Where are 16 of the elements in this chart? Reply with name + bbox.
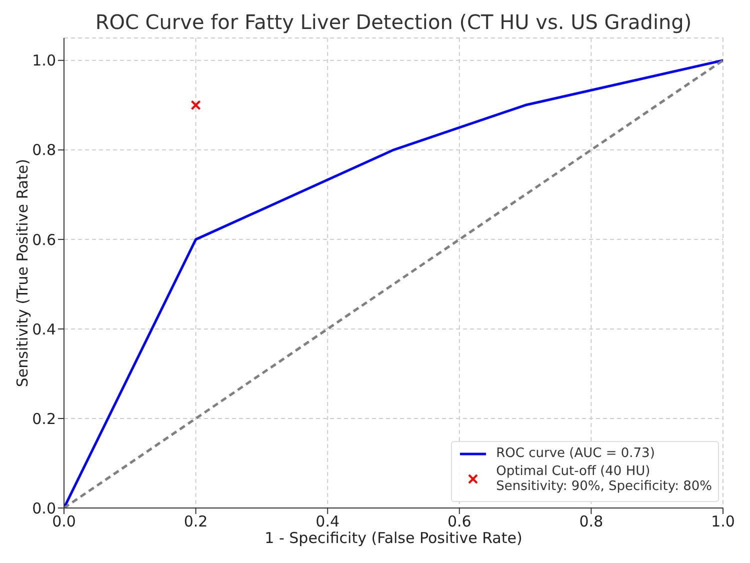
chart-title: ROC Curve for Fatty Liver Detection (CT HU vs. US Grading) [94,10,693,34]
x-tick-label: 1.0 [711,512,735,531]
x-tick-label: 0.6 [447,512,472,531]
y-axis-title: Sensitivity (True Positive Rate) [13,158,32,388]
legend-label: Optimal Cut-off (40 HU) Sensitivity: 90%, Specificity: 80% [496,464,712,494]
y-tick-label: 1.0 [32,52,56,70]
x-axis-title: 1 - Specificity (False Positive Rate) [264,529,522,547]
y-tick-label: 0.8 [32,141,56,160]
legend-label: ROC curve (AUC = 0.73) [496,446,655,461]
y-tick-label: 0.6 [32,230,56,249]
x-tick-label: 0.2 [184,512,208,531]
x-tick-label: 0.8 [579,512,604,531]
x-tick-label: 0.0 [52,512,76,531]
x-tick-label: 0.4 [316,512,340,531]
y-tick-label: 0.2 [32,410,56,428]
y-tick-label: 0.4 [32,320,56,338]
